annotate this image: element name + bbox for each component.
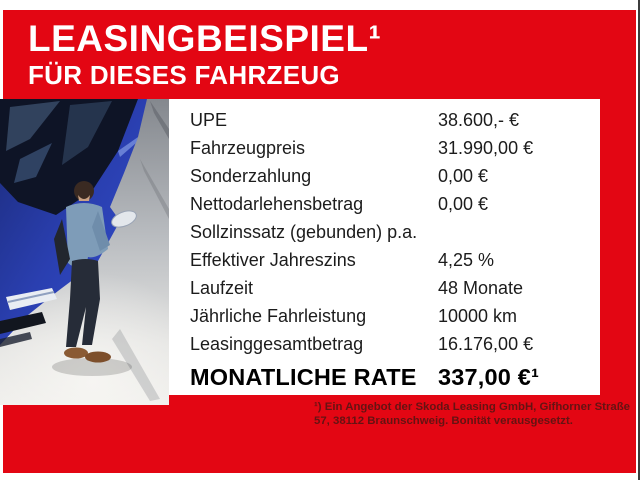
- floor-reflection: [150, 101, 169, 139]
- shirt-arm: [92, 211, 110, 251]
- glass-reflection: [62, 101, 112, 165]
- car-and-driver-illustration: [0, 99, 169, 405]
- table-row: Effektiver Jahreszins 4,25 %: [190, 246, 600, 274]
- footnote: ¹) Ein Angebot der Skoda Leasing GmbH, G…: [314, 400, 631, 428]
- table-row: Laufzeit 48 Monate: [190, 274, 600, 302]
- glass-reflection: [14, 143, 52, 183]
- car-pillar-highlight: [118, 137, 138, 157]
- row-value: 38.600,- €: [438, 109, 520, 130]
- table-row: Jährliche Fahrleistung 10000 km: [190, 302, 600, 330]
- side-mirror: [111, 210, 137, 228]
- row-label: Laufzeit: [190, 277, 254, 298]
- row-label: Nettodarlehensbetrag: [190, 193, 364, 214]
- right-shoe: [85, 351, 111, 363]
- poster-subtitle: FÜR DIESES FAHRZEUG: [28, 60, 340, 90]
- vehicle-photo: [0, 99, 169, 405]
- monthly-rate-label: MONATLICHE RATE: [190, 363, 417, 390]
- floor-reflection: [112, 329, 160, 401]
- row-value: 4,25 %: [438, 249, 495, 270]
- left-shoe: [64, 347, 88, 359]
- row-value: 0,00 €: [438, 165, 489, 186]
- floor-reflection: [140, 159, 169, 219]
- row-label: UPE: [190, 109, 228, 130]
- man-head: [74, 181, 94, 201]
- footnote-line-2: 57, 38112 Braunschweig. Bonität verausge…: [314, 415, 573, 427]
- table-row: UPE 38.600,- €: [190, 106, 600, 134]
- jeans: [66, 259, 100, 347]
- monthly-rate-row: MONATLICHE RATE 337,00 €¹: [190, 360, 600, 394]
- table-row: Sollzinssatz (gebunden) p.a.: [190, 218, 600, 246]
- right-edge-line: [638, 0, 640, 480]
- row-label: Sollzinssatz (gebunden) p.a.: [190, 221, 418, 242]
- header: LEASINGBEISPIEL¹ FÜR DIESES FAHRZEUG: [28, 18, 381, 89]
- row-label: Sonderzahlung: [190, 165, 312, 186]
- row-label: Leasinggesamtbetrag: [190, 333, 364, 354]
- table-row: Fahrzeugpreis 31.990,00 €: [190, 134, 600, 162]
- glass-reflection: [6, 101, 60, 151]
- row-label: Fahrzeugpreis: [190, 137, 306, 158]
- row-label: Effektiver Jahreszins: [190, 249, 356, 270]
- man-face: [78, 195, 90, 201]
- table-row: Nettodarlehensbetrag 0,00 €: [190, 190, 600, 218]
- footnote-line-1: ¹) Ein Angebot der Skoda Leasing GmbH, G…: [314, 401, 631, 413]
- row-label: Jährliche Fahrleistung: [190, 305, 367, 326]
- jacket-in-hand: [54, 219, 70, 275]
- man-figure: [54, 181, 111, 363]
- headlight-detail: [7, 291, 55, 303]
- front-bumper-lower: [0, 332, 32, 347]
- row-value: 48 Monate: [438, 277, 524, 298]
- front-bumper-vent: [0, 312, 46, 334]
- table-row: Leasinggesamtbetrag 16.176,00 €: [190, 330, 600, 358]
- row-value: 10000 km: [438, 305, 518, 326]
- poster-title: LEASINGBEISPIEL¹: [28, 18, 382, 59]
- row-value: 16.176,00 €: [438, 333, 534, 354]
- man-shadow: [52, 358, 132, 376]
- table-row: Sonderzahlung 0,00 €: [190, 162, 600, 190]
- row-value: 0,00 €: [438, 193, 489, 214]
- monthly-rate-value: 337,00 €¹: [438, 363, 540, 390]
- leasing-table-panel: UPE 38.600,- € Fahrzeugpreis 31.990,00 €…: [169, 99, 600, 395]
- row-value: 31.990,00 €: [438, 137, 534, 158]
